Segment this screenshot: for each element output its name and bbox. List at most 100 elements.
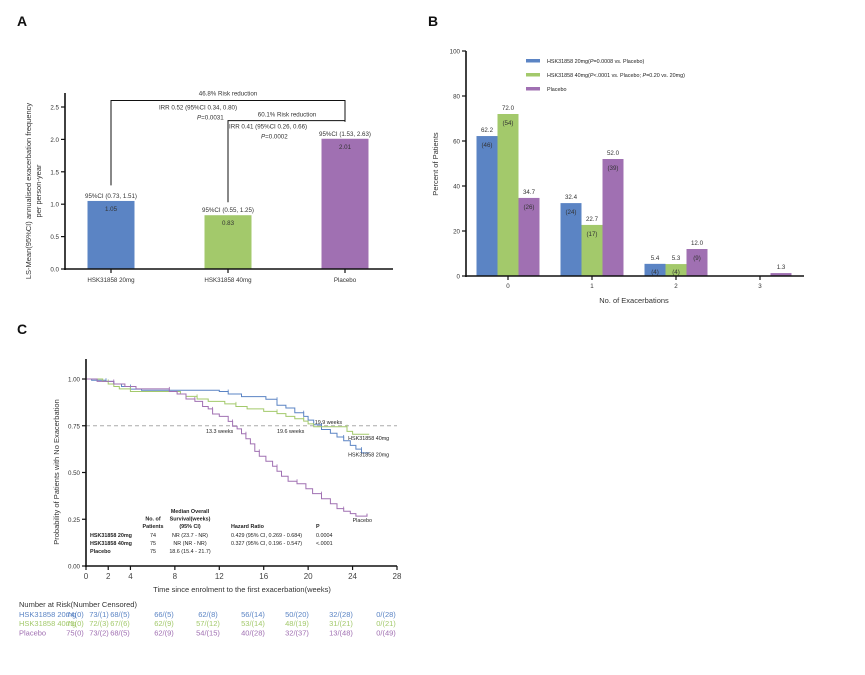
y-tick-label: 0.25 [68,517,81,524]
risk-row-label: Placebo [19,628,46,637]
table-header: (95% CI) [179,524,200,530]
risk-cell: 31/(21) [329,619,353,628]
x-tick-label: 0 [84,572,89,581]
x-tick-label: 12 [215,572,224,581]
panel-a-y-label-line1: LS-Mean(95%CI) annualised exacerbation f… [24,103,33,280]
x-tick-label: 20 [304,572,313,581]
panel-c-x-label: Time since enrolment to the first exacer… [153,585,331,594]
panel-label-c: C [17,321,27,337]
table-row-label: HSK31858 20mg [90,533,132,539]
x-tick-label: 16 [259,572,268,581]
panel-b-data-labels: 62.2 (46) 32.4 (24) 5.4 (4) 72.0 (54) 22.7 (17) 5.… [481,105,786,276]
bar-value-label: 1.3 [777,264,786,271]
bar-count-label: (46) [481,142,492,149]
table-header: P [316,524,320,530]
y-tick-label: 0.00 [68,564,81,571]
bar-value-label: 5.3 [672,255,681,262]
panel-b-axes [465,51,804,277]
y-tick-label: 1.00 [68,377,81,384]
risk-cell: 62/(8) [198,610,218,619]
p-value: =0.0031 [201,115,224,122]
curve-end-label: HSK31858 40mg [348,436,389,442]
risk-cell: 72/(3) [89,619,109,628]
risk-cell: 67/(6) [110,619,130,628]
legend-label: Placebo [547,87,566,93]
table-row-label: Placebo [90,549,111,555]
bar-hsk20 [87,200,135,269]
y-tick-label: 1.0 [50,202,59,209]
bar-count-label: (26) [523,204,534,211]
legend-label: HSK31858 40mg(P<.0001 vs. Placebo; P=0.2… [547,73,685,79]
bar-value-label: 5.4 [651,255,660,262]
median-annotation: 13.3 weeks [206,429,234,435]
x-tick-label: HSK31858 40mg [204,277,252,284]
panel-c-km-chart: 0.000.250.500.751.00 0 2 4 8 12 16 20 24 28 19.6… [19,359,402,637]
legend-text-part: <.0001 vs. Placebo; [593,73,642,79]
bar-value-label: 12.0 [691,240,704,247]
panel-c-y-label: Probability of Patients with No Exacerba… [52,399,61,545]
table-cell: 75 [150,541,156,547]
table-cell: 18.6 (15.4 - 21.7) [169,549,211,555]
irr-label: IRR 0.52 (95%CI 0.34, 0.80) [159,105,237,112]
panel-b-bars [476,114,792,276]
bar-hsk20-1 [560,203,582,276]
irr-label: IRR 0.41 (95%CI 0.26, 0.66) [229,124,307,131]
panel-c-y-ticks: 0.00 0.25 0.50 0.75 1.00 [68,377,86,571]
panel-a-y-label-line2: per person-year [34,164,43,217]
x-tick-label: 2 [106,572,111,581]
number-at-risk-table: Number at Risk(Number Censored) HSK31858… [19,600,396,637]
x-tick-label: 24 [348,572,357,581]
risk-cell: 74(0) [66,610,84,619]
bar-placebo [321,138,369,269]
bar-value-label: 62.2 [481,127,494,134]
panel-b-x-ticks: 0 1 2 3 [506,276,762,290]
risk-cell: 57/(12) [196,619,220,628]
bar-placebo-3 [770,273,792,276]
median-annotation: 19.9 weeks [315,420,343,426]
curve-end-label: HSK31858 20mg [348,453,389,459]
y-tick-label: 0.0 [50,267,59,274]
table-cell: 0.0004 [316,533,333,539]
risk-cell: 0/(21) [376,619,396,628]
ci-label: 95%CI (0.55, 1.25) [202,207,254,214]
risk-cell: 40/(28) [241,628,265,637]
km-curve-placebo [86,378,368,517]
table-cell: 75 [150,549,156,555]
risk-cell: 75(0) [66,619,84,628]
p-value-label: P=0.0031 [197,115,224,122]
number-at-risk-title: Number at Risk(Number Censored) [19,600,137,609]
ci-label: 95%CI (1.53, 2.63) [319,131,371,138]
risk-cell: 73/(2) [89,628,109,637]
bar-value-label: 1.05 [105,206,118,213]
p-value: =0.0002 [265,134,288,141]
risk-row-label: HSK31858 40mg [19,619,76,628]
risk-cell: 13/(48) [329,628,353,637]
legend-text-part: P [642,73,646,79]
km-curve-hsk40 [86,378,370,435]
km-curve-hsk20 [86,378,370,454]
legend-text-part: Placebo [547,87,566,93]
bar-count-label: (9) [693,255,701,262]
bar-placebo-0 [518,197,540,276]
panel-b-y-ticks: 0 20 40 60 80 100 [450,49,466,281]
legend-text-part: P [590,73,594,79]
risk-row-label: HSK31858 20mg [19,610,76,619]
legend-swatch-hsk20 [526,59,540,63]
table-row-label: HSK31858 40mg [90,541,132,547]
y-tick-label: 100 [450,49,461,56]
risk-cell: 62/(9) [154,619,174,628]
panel-a-x-ticks: HSK31858 20mg HSK31858 40mg Placebo [87,269,357,284]
x-tick-label: 3 [758,283,762,290]
y-tick-label: 0.50 [68,470,81,477]
risk-cell: 73/(1) [89,610,109,619]
bar-placebo-2 [686,249,708,276]
bar-hsk40-2 [665,264,687,276]
y-tick-label: 2.0 [50,137,59,144]
table-cell: NR (23.7 - NR) [172,533,208,539]
legend-text-part: =0.20 vs. 20mg) [646,73,685,79]
panel-c-x-ticks: 0 2 4 8 12 16 20 24 28 [84,566,402,581]
table-cell: NR (NR - NR) [173,541,206,547]
risk-cell: 68/(5) [110,628,130,637]
y-tick-label: 2.5 [50,105,59,112]
